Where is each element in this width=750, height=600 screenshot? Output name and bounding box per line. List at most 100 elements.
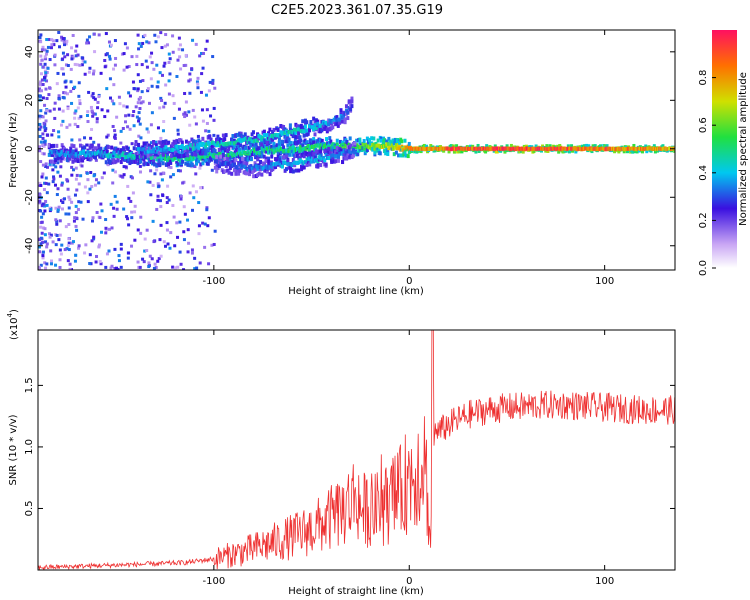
trace-halo <box>188 163 192 168</box>
noise-point <box>171 50 175 54</box>
noise-point <box>111 181 115 185</box>
noise-point <box>44 199 48 203</box>
trace-halo <box>189 147 193 152</box>
spectrogram-x-label: Height of straight line (km) <box>288 286 424 297</box>
trace-core <box>316 121 320 126</box>
noise-point <box>179 67 183 71</box>
noise-point <box>72 219 76 223</box>
trace-halo <box>284 139 288 144</box>
noise-point <box>80 63 84 67</box>
noise-point <box>43 227 47 231</box>
trace-halo <box>234 158 238 163</box>
noise-point <box>143 249 147 253</box>
noise-point <box>73 193 77 197</box>
trace-halo <box>407 141 411 146</box>
noise-point <box>159 254 163 258</box>
noise-point <box>154 40 158 44</box>
trace-halo <box>370 136 374 141</box>
trace-core <box>89 150 93 155</box>
noise-point <box>55 193 59 197</box>
noise-point <box>39 40 43 44</box>
trace-halo <box>71 159 75 164</box>
noise-point <box>73 259 77 263</box>
noise-point <box>44 119 48 123</box>
noise-point <box>167 92 171 96</box>
noise-point <box>63 55 67 59</box>
trace-halo <box>221 133 225 138</box>
trace-halo <box>126 146 130 151</box>
trace-halo <box>267 156 271 161</box>
noise-point <box>164 83 168 87</box>
noise-point <box>171 265 175 269</box>
trace-halo <box>286 159 290 164</box>
trace-halo <box>177 151 181 156</box>
noise-point <box>106 163 110 167</box>
trace-halo <box>260 153 264 158</box>
snr-multiplier-base: (x10 <box>9 317 20 340</box>
trace-halo <box>227 170 231 175</box>
noise-point <box>141 79 145 83</box>
trace-halo <box>343 117 347 122</box>
noise-point <box>54 263 58 267</box>
noise-point <box>87 143 91 147</box>
y-tick-label: 1.0 <box>24 439 35 455</box>
trace-halo <box>399 153 403 158</box>
trace-halo <box>289 140 293 145</box>
noise-point <box>68 123 72 127</box>
noise-point <box>50 38 54 42</box>
trace-halo <box>324 162 328 167</box>
noise-point <box>179 197 183 201</box>
trace-halo <box>276 154 280 159</box>
trace-halo <box>323 149 327 154</box>
noise-point <box>67 195 71 199</box>
noise-point <box>67 212 71 216</box>
noise-point <box>38 181 42 185</box>
noise-point <box>165 201 169 205</box>
noise-point <box>76 106 80 110</box>
noise-point <box>185 113 189 117</box>
noise-point <box>74 54 78 58</box>
noise-point <box>79 174 83 178</box>
trace-halo <box>316 119 320 124</box>
y-tick-label: 20 <box>24 94 35 107</box>
noise-point <box>57 238 61 242</box>
trace-halo <box>365 136 369 141</box>
trace-halo <box>316 161 320 166</box>
trace-halo <box>249 143 253 148</box>
noise-point <box>60 243 64 247</box>
trace-halo <box>169 154 173 159</box>
noise-point <box>41 240 45 244</box>
trace-halo <box>362 139 366 144</box>
trace-halo <box>147 159 151 164</box>
noise-point <box>163 61 167 65</box>
trace-halo <box>319 153 323 158</box>
colorbar-gradient <box>712 30 737 268</box>
noise-point <box>127 196 131 200</box>
noise-point <box>203 222 207 226</box>
noise-point <box>99 230 103 234</box>
noise-point <box>38 245 42 249</box>
trace-halo <box>456 149 460 154</box>
trace-halo <box>187 140 191 145</box>
trace-halo <box>339 108 343 113</box>
trace-halo <box>308 128 312 133</box>
noise-point <box>96 106 100 110</box>
noise-point <box>95 254 99 258</box>
trace-core <box>406 144 410 149</box>
noise-point <box>149 141 153 145</box>
noise-point <box>147 41 151 45</box>
snr-frame <box>37 329 676 571</box>
trace-halo <box>146 162 150 167</box>
trace-halo <box>325 137 329 142</box>
noise-point <box>56 71 60 75</box>
noise-point <box>87 41 91 45</box>
noise-point <box>39 263 43 267</box>
noise-point <box>54 165 58 169</box>
trace-halo <box>176 147 180 152</box>
trace-core <box>48 149 52 154</box>
trace-halo <box>139 159 143 164</box>
noise-point <box>167 198 171 202</box>
noise-point <box>92 112 96 116</box>
noise-point <box>43 233 47 237</box>
noise-point <box>177 36 181 40</box>
